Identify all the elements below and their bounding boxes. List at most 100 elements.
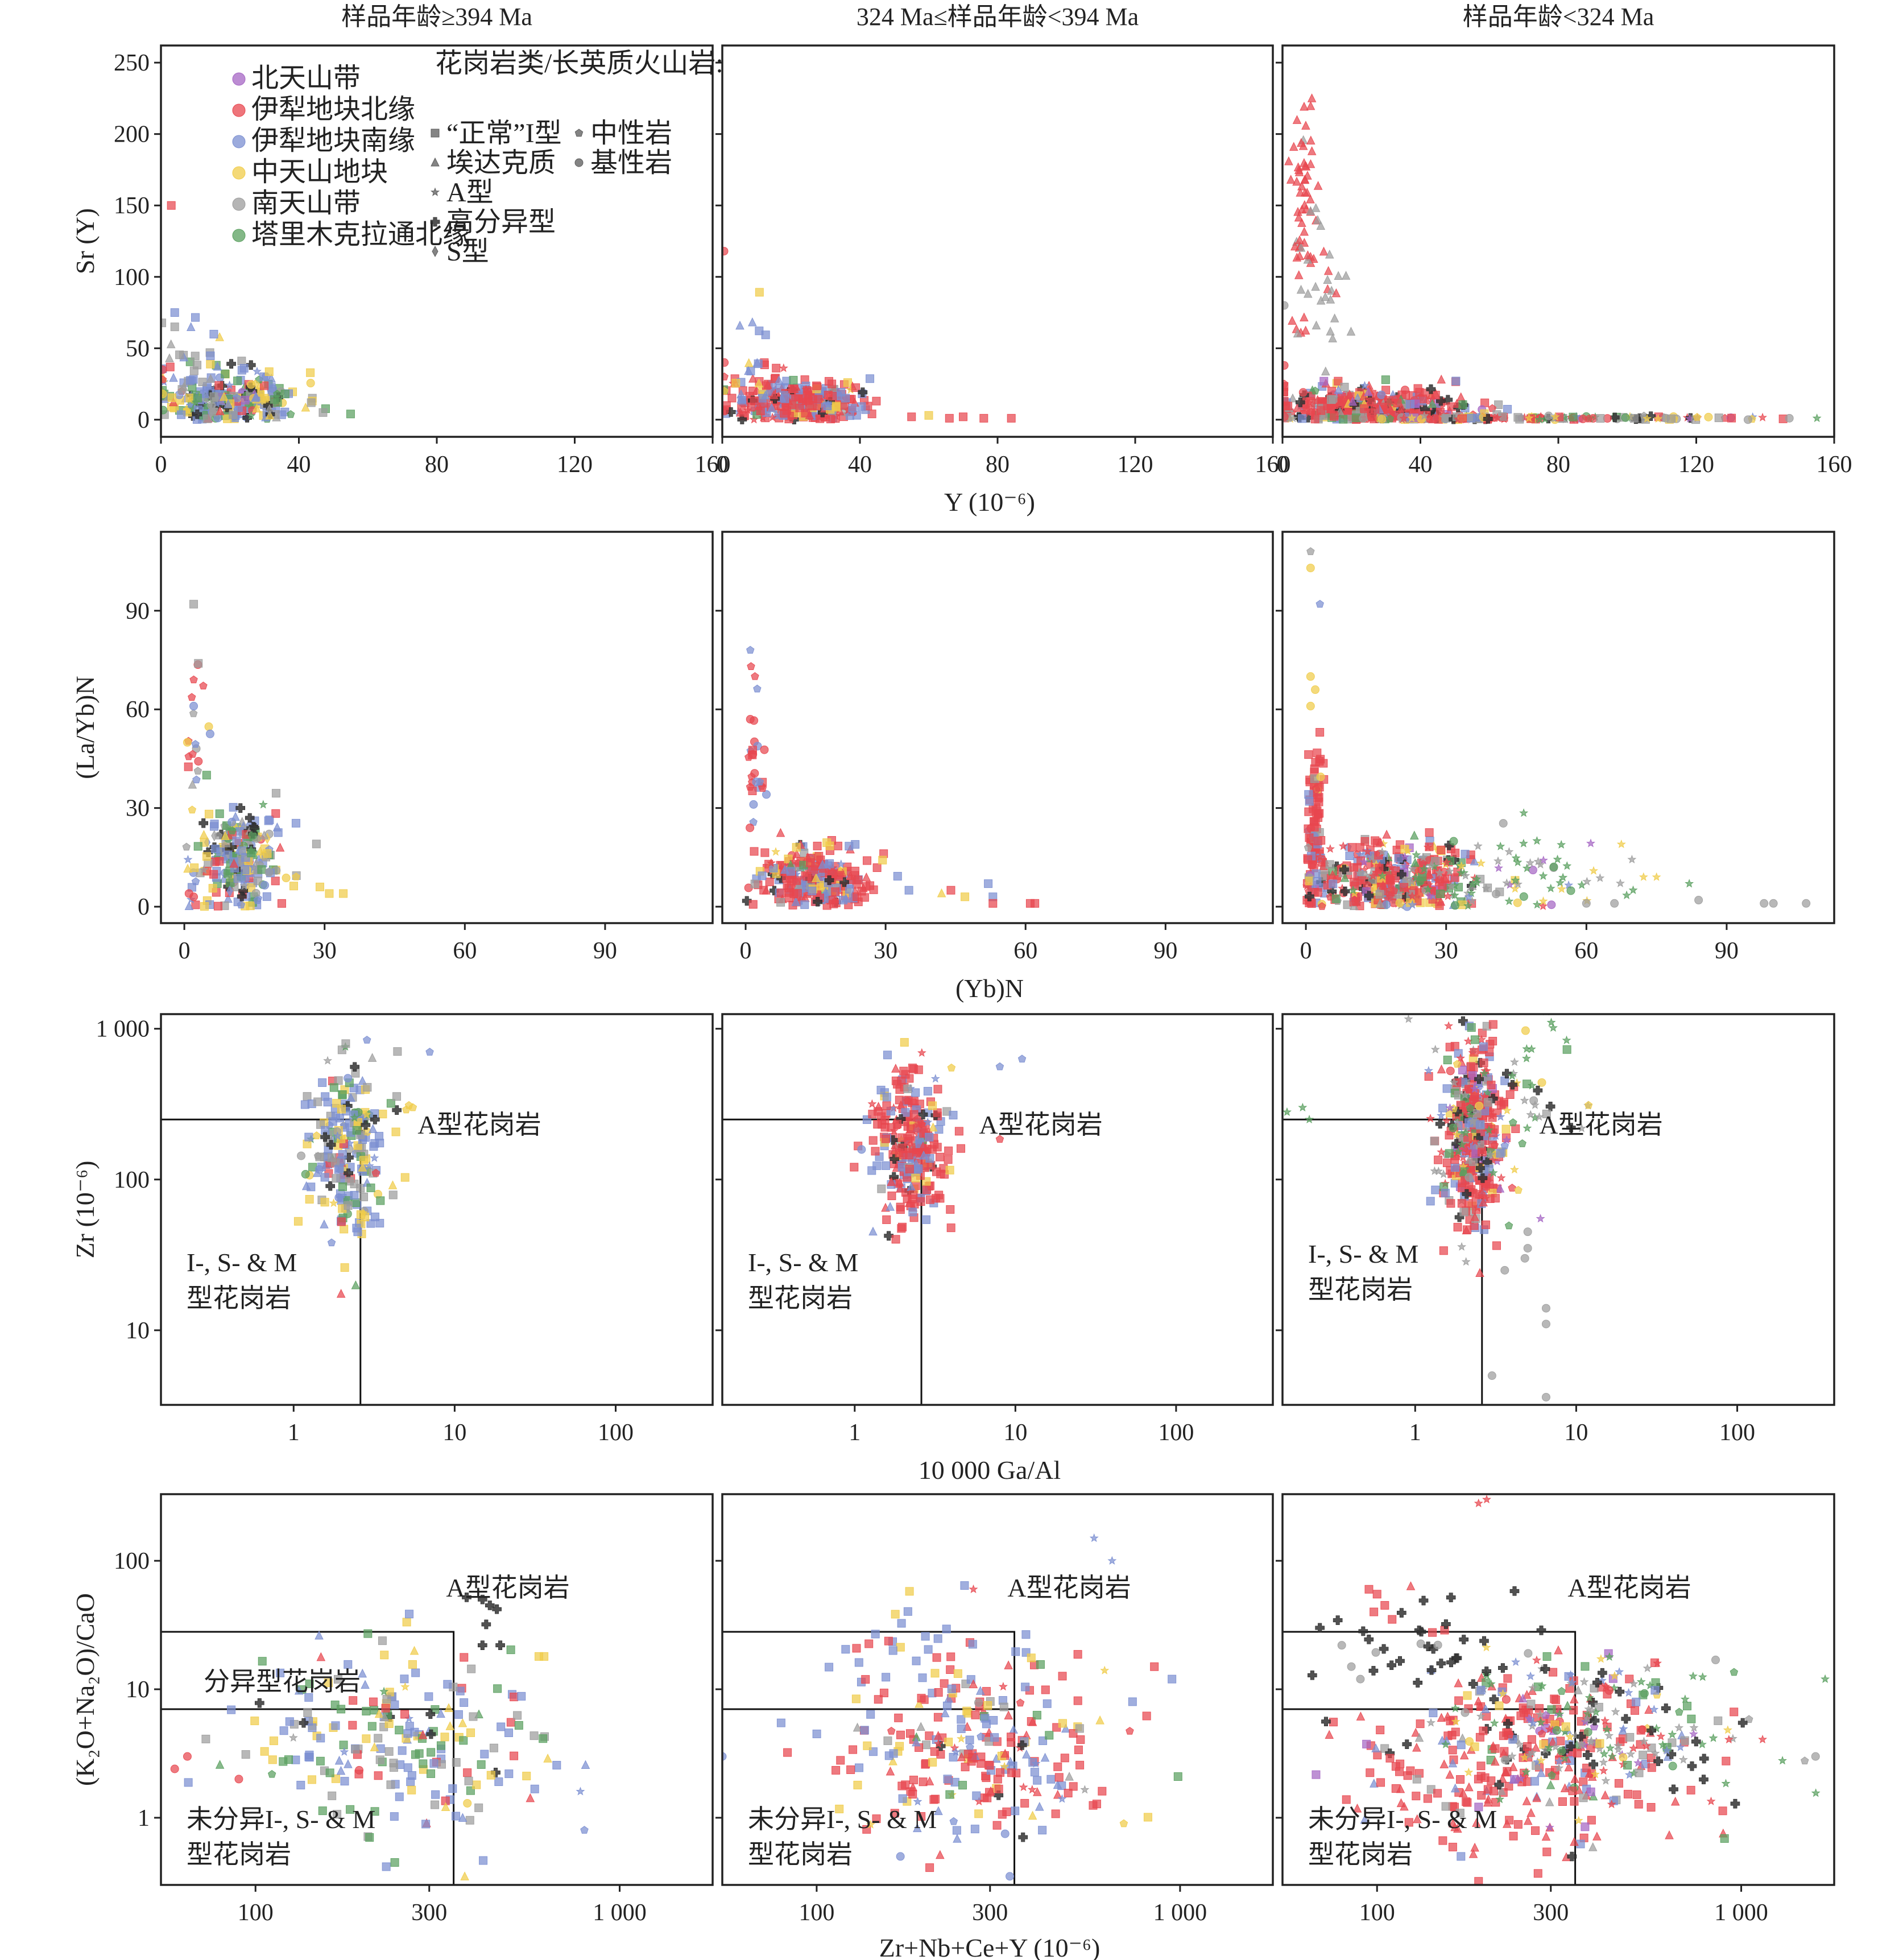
classification-boundary [722,1631,1016,1885]
plot-area [161,1035,434,1405]
data-point [1462,1189,1472,1199]
data-point [949,1817,958,1825]
data-point [467,1664,476,1673]
data-point [1306,564,1315,573]
data-point [1310,415,1319,424]
data-point [206,359,215,369]
data-point [296,1781,305,1790]
data-point [1581,1662,1590,1671]
data-point [946,886,955,895]
data-point [1532,1793,1541,1802]
panel-frame [1281,44,1835,438]
data-point [1479,1726,1488,1735]
x-tick-label: 90 [1715,938,1739,964]
legend-swatch [232,197,246,211]
data-point [1526,1700,1536,1709]
data-point [1057,1794,1067,1803]
data-point [1305,891,1314,902]
data-point [334,1755,344,1765]
y-tick-label: 200 [114,122,150,148]
data-point [260,381,269,390]
data-point [1689,1729,1698,1738]
region-label-unfractionated: 未分异I-, S- & M [1308,1805,1497,1834]
data-point [1482,883,1491,892]
legend-swatch [232,72,246,86]
data-point [1596,1654,1606,1663]
data-point [211,845,220,854]
data-point [1399,1901,1406,1909]
data-point [998,1681,1008,1691]
data-point [1313,395,1322,404]
data-point [529,1731,539,1740]
data-point [1604,1686,1614,1695]
data-point [204,809,213,818]
data-point [917,1694,926,1703]
data-point [370,1212,379,1221]
data-point [878,855,887,865]
data-point [1523,1244,1532,1253]
data-point [974,1698,983,1707]
data-point [776,1718,785,1727]
data-point [1557,1747,1566,1756]
data-point [1424,1066,1433,1075]
data-point [755,288,764,297]
data-point [170,1764,179,1773]
data-point [1339,865,1349,875]
data-point [1502,1106,1512,1115]
data-point [969,1679,978,1689]
data-point [1039,1736,1048,1746]
data-point [1459,1006,1467,1014]
data-point [1315,599,1324,608]
data-point [1408,900,1417,909]
data-point [199,830,209,839]
data-point [1492,412,1502,422]
data-point [737,389,746,399]
data-point [252,403,262,413]
data-point [1623,1789,1632,1798]
data-point [271,809,280,818]
data-point [924,411,933,420]
data-point [379,1686,389,1696]
data-point [331,1721,340,1730]
data-point [1386,888,1395,897]
x-tick-label: 0 [1277,452,1289,478]
data-point [805,410,814,420]
data-point [1439,1246,1448,1255]
data-point [1582,1750,1592,1760]
data-point [1470,1842,1479,1852]
data-point [1520,1095,1529,1105]
data-point [329,1198,338,1208]
data-point [1811,1752,1820,1761]
data-point [881,1134,890,1143]
data-point [312,1131,321,1139]
data-point [1467,888,1476,898]
legend-swatch [232,104,246,117]
data-point [1511,875,1520,884]
data-point [1448,1746,1457,1755]
x-tick-label: 160 [695,452,731,478]
data-point [1333,1615,1343,1625]
data-point [313,1097,322,1106]
data-point [1519,808,1529,817]
data-point [510,1693,519,1702]
data-point [1428,399,1437,408]
y-tick-label: 1 000 [96,1016,150,1043]
region-label-ism-2: 型花岗岩 [748,1284,853,1313]
data-point [504,1769,514,1779]
data-point [390,1700,399,1709]
data-point [1616,839,1626,849]
data-point [340,1747,349,1756]
data-point [191,397,201,407]
data-point [1053,1762,1062,1771]
legend-group-label: 北天山带 [251,63,361,93]
data-point [918,1110,928,1119]
region-label-unfractionated-2: 型花岗岩 [187,1840,291,1869]
data-point [1318,902,1326,910]
data-point [1294,212,1304,222]
data-point [965,1735,974,1744]
data-point [921,1632,930,1641]
data-point [258,1657,267,1666]
data-point [1400,386,1409,395]
data-point [1306,194,1315,204]
data-point [1433,1640,1442,1649]
